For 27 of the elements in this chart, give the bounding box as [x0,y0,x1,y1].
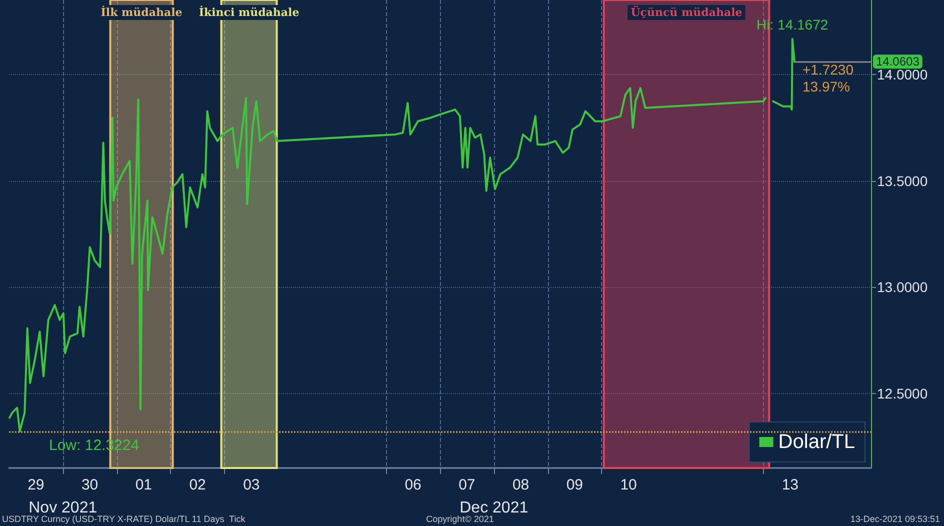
band-label: Üçüncü müdahale [630,5,742,19]
x-tick-label: 30 [81,476,98,494]
x-tick-label: 10 [620,476,637,494]
text: Dec 2021 [460,500,528,516]
y-tick-label: 13.5000 [877,172,928,189]
y-tick-label: 13.0000 [877,279,928,296]
x-tick-label: 13 [782,476,799,494]
x-tick-label: 06 [404,476,422,494]
x-tick-label: 29 [28,476,44,494]
x-tick-label: 08 [512,476,530,494]
x-tick-label: 02 [189,476,206,494]
band-label: İlk müdahale [100,5,182,19]
text: Copyright© 2021 [426,514,494,524]
x-tick-label: 09 [566,476,584,494]
x-tick-label: 07 [458,476,476,494]
annotation: +1.7230 [802,62,854,78]
band-label: İkinci müdahale [198,5,300,19]
annotation: 13.97% [802,78,850,95]
text: USDTRY Curncy (USD-TRY X-RATE) Dolar/TL 11 Days Tick [2,514,246,524]
y-tick-label: 12.5000 [877,386,928,402]
legend-label: Dolar/TL [778,431,856,453]
y-tick-label: 14.0000 [877,66,928,82]
x-tick-label: 03 [243,476,260,494]
x-tick-label: 01 [135,476,152,494]
text: Nov 2021 [28,500,98,516]
text: 13-Dec-2021 09:53:51 [850,514,940,524]
ref-line-label: 14.0603 [876,54,920,69]
